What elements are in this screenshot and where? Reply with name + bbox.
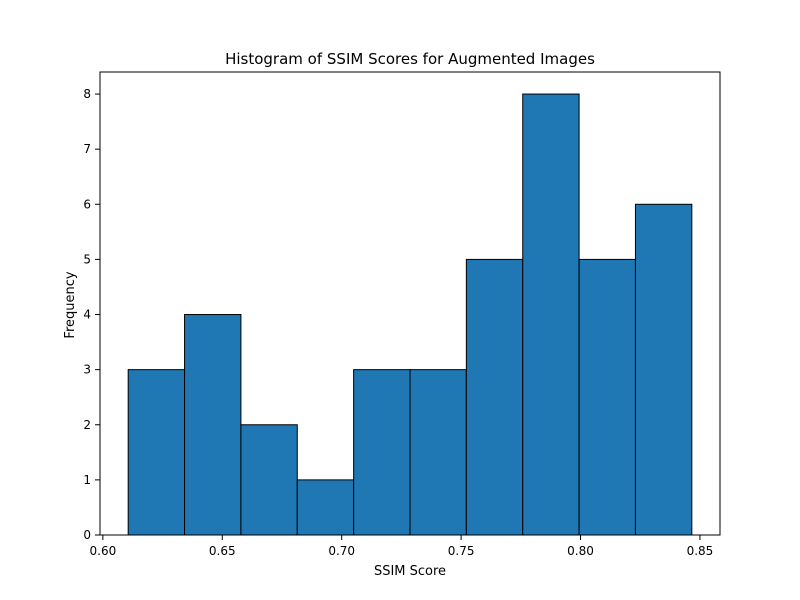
histogram-bar [578,258,636,536]
histogram-bar [240,424,298,536]
x-tick-label: 0.60 [90,544,117,558]
histogram-bar [409,369,467,536]
y-tick-label: 3 [83,363,91,377]
y-tick-label: 2 [83,418,91,432]
y-tick-label: 7 [83,142,91,156]
y-tick-label: 5 [83,252,91,266]
histogram-bar [465,258,524,536]
x-axis-ticks: 0.60 0.65 0.70 0.75 0.80 0.85 [90,535,714,558]
y-tick-label: 4 [83,308,91,322]
x-tick-label: 0.65 [209,544,236,558]
y-tick-label: 1 [83,473,91,487]
x-tick-label: 0.85 [687,544,714,558]
y-axis-ticks: 0 1 2 3 4 5 6 7 8 [83,87,100,542]
x-tick-label: 0.70 [328,544,355,558]
y-axis-label: Frequency [63,271,78,338]
y-tick-label: 6 [83,197,91,211]
x-tick-label: 0.75 [448,544,475,558]
x-tick-label: 0.80 [567,544,594,558]
histogram-bar [522,93,580,536]
y-tick-label: 8 [83,87,91,101]
histogram-bar [127,369,186,536]
bars-layer [127,93,693,536]
x-axis-label: SSIM Score [374,564,446,579]
histogram-bar [353,369,411,536]
histogram-bar [296,479,355,536]
plot-frame [99,71,721,536]
axes-layer [99,71,721,536]
chart-title: Histogram of SSIM Scores for Augmented I… [225,50,595,68]
y-tick-label: 0 [83,528,91,542]
histogram-bar [184,314,242,536]
histogram-bar [634,203,693,536]
